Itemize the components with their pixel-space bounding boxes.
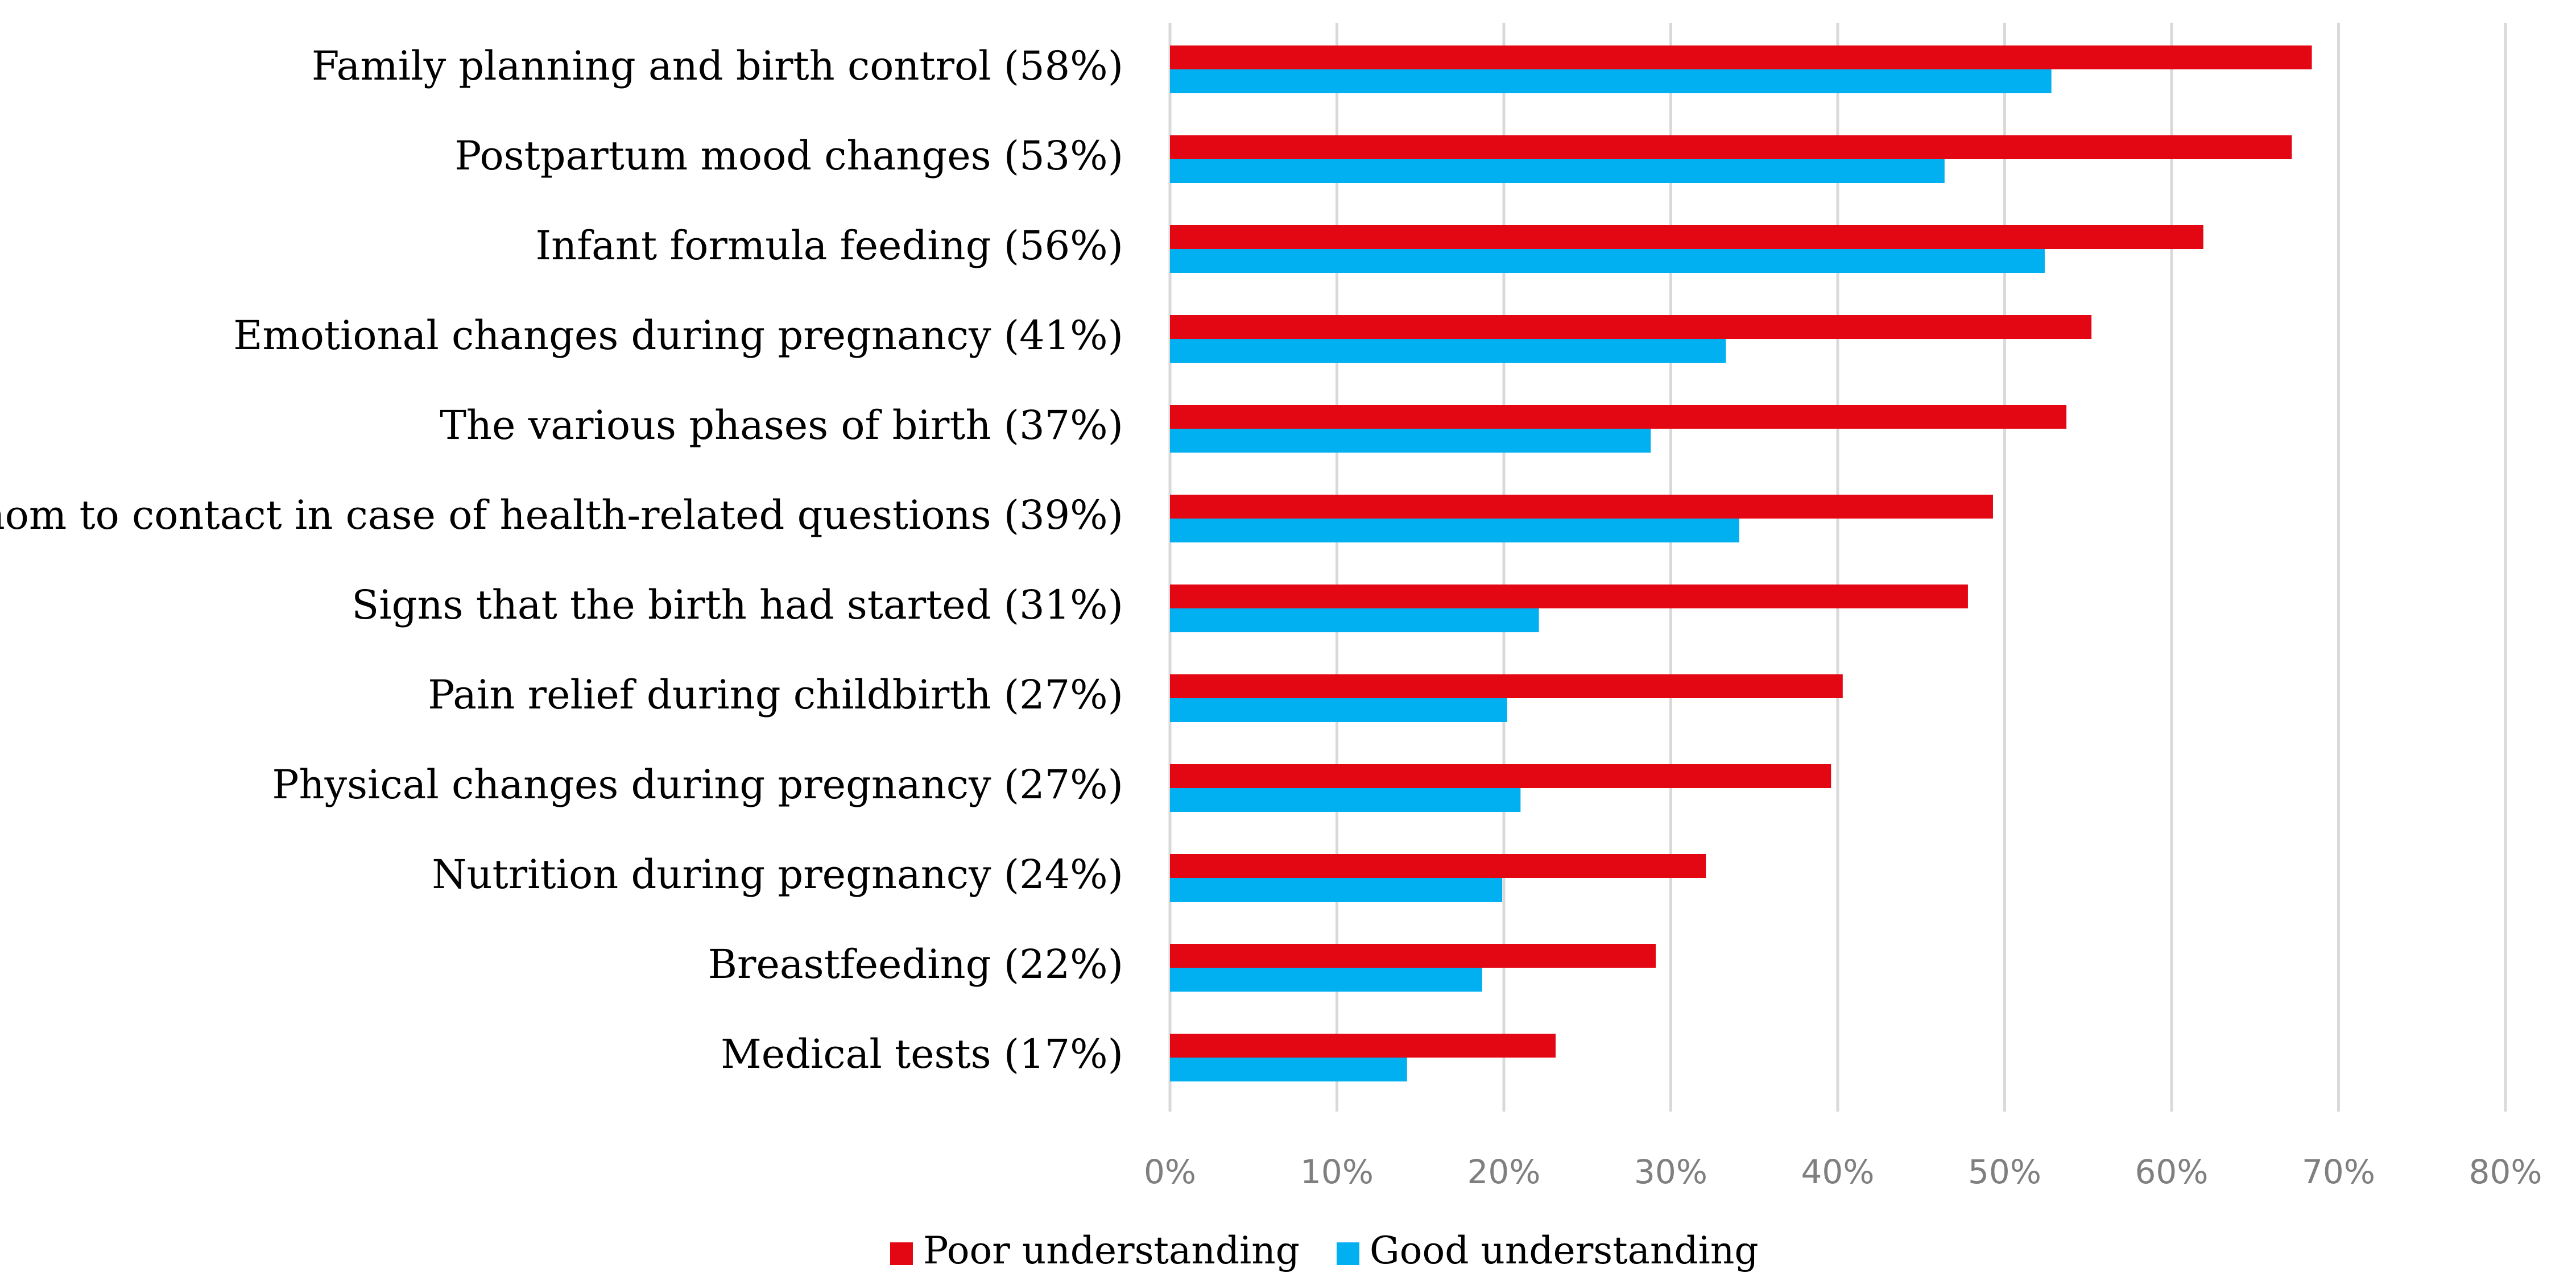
bar-poor-5 <box>1170 495 1993 519</box>
legend-label-poor: Poor understanding <box>923 1229 1300 1272</box>
bar-good-1 <box>1170 159 1945 183</box>
x-tick-label-40: 40% <box>1801 1153 1875 1191</box>
x-tick-label-10: 10% <box>1300 1153 1374 1191</box>
bar-good-6 <box>1170 608 1539 632</box>
bar-good-8 <box>1170 788 1521 812</box>
bar-poor-11 <box>1170 1034 1556 1058</box>
category-label-11: Medical tests (17%) <box>721 1031 1123 1077</box>
category-labels: Family planning and birth control (58%) P… <box>0 43 1123 1077</box>
category-label-8: Physical changes during pregnancy (27%) <box>272 761 1123 808</box>
x-tick-label-50: 50% <box>1968 1153 2041 1191</box>
category-label-0: Family planning and birth control (58%) <box>312 43 1123 89</box>
bar-poor-2 <box>1170 225 2203 249</box>
bar-poor-3 <box>1170 315 2092 339</box>
category-label-6: Signs that the birth had started (31%) <box>352 582 1123 628</box>
bar-poor-9 <box>1170 854 1706 878</box>
x-tick-label-80: 80% <box>2469 1153 2542 1191</box>
x-tick-label-30: 30% <box>1634 1153 1707 1191</box>
category-label-1: Postpartum mood changes (53%) <box>454 132 1123 179</box>
bar-poor-0 <box>1170 45 2312 69</box>
category-label-5: Whom to contact in case of health-relate… <box>0 492 1123 538</box>
x-tick-label-20: 20% <box>1467 1153 1541 1191</box>
bar-poor-6 <box>1170 585 1968 608</box>
x-tick-label-60: 60% <box>2135 1153 2209 1191</box>
bar-good-2 <box>1170 249 2045 273</box>
category-label-4: The various phases of birth (37%) <box>440 402 1123 449</box>
category-label-2: Infant formula feeding (56%) <box>536 222 1124 269</box>
category-label-9: Nutrition during pregnancy (24%) <box>432 851 1123 898</box>
category-label-7: Pain relief during childbirth (27%) <box>428 671 1123 718</box>
bar-good-3 <box>1170 339 1726 363</box>
x-tick-label-0: 0% <box>1144 1153 1196 1191</box>
bar-good-10 <box>1170 968 1482 992</box>
bar-good-9 <box>1170 878 1503 902</box>
bar-good-4 <box>1170 429 1651 453</box>
bar-poor-4 <box>1170 405 2067 429</box>
category-label-3: Emotional changes during pregnancy (41%) <box>233 312 1123 359</box>
bar-poor-1 <box>1170 135 2292 159</box>
legend-label-good: Good understanding <box>1370 1229 1759 1272</box>
bar-good-5 <box>1170 519 1739 542</box>
legend-swatch-good <box>1337 1242 1359 1265</box>
bars <box>1170 45 2312 1081</box>
legend: Poor understanding Good understanding <box>890 1229 1759 1272</box>
bar-good-11 <box>1170 1058 1407 1081</box>
bar-poor-8 <box>1170 764 1831 788</box>
x-axis-tick-labels: 0% 10% 20% 30% 40% 50% 60% 70% 80% <box>1144 1153 2542 1191</box>
bar-good-0 <box>1170 69 2052 93</box>
category-label-10: Breastfeeding (22%) <box>708 941 1123 988</box>
bar-good-7 <box>1170 698 1507 722</box>
gridlines <box>1168 23 2507 1112</box>
x-tick-label-70: 70% <box>2302 1153 2375 1191</box>
legend-swatch-poor <box>890 1242 913 1265</box>
bar-poor-10 <box>1170 944 1656 968</box>
bar-poor-7 <box>1170 674 1843 698</box>
